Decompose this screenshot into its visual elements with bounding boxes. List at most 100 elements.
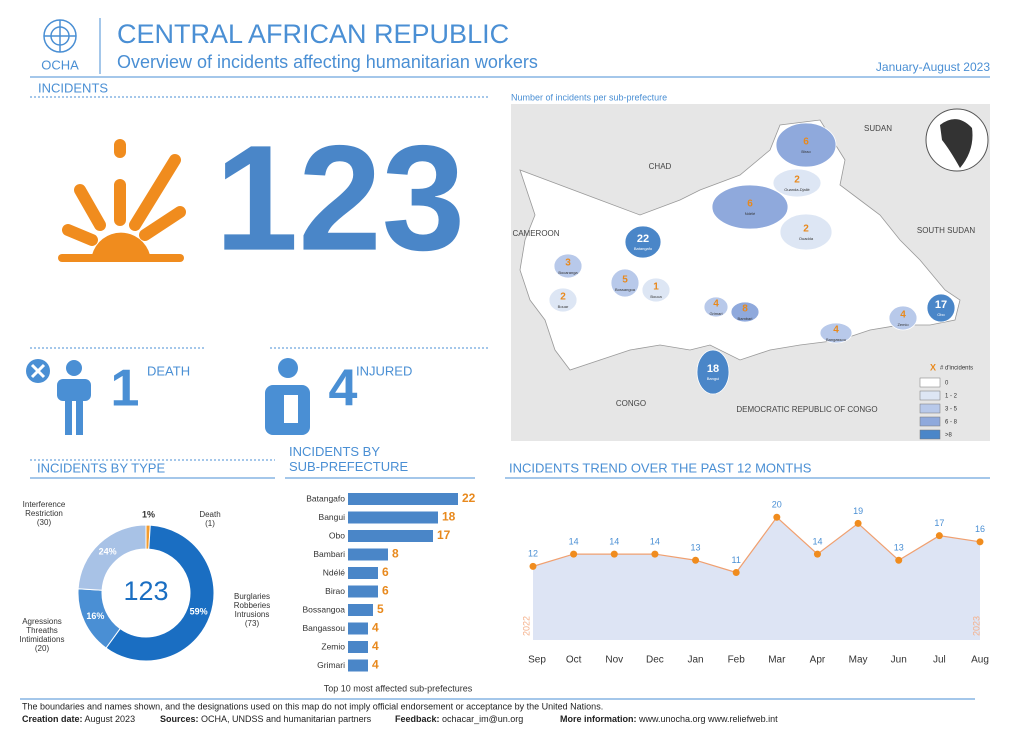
bar-category: Birao bbox=[325, 586, 345, 596]
legend-label: 1 - 2 bbox=[945, 394, 958, 400]
footer-info: Sources: OCHA, UNDSS and humanitarian pa… bbox=[160, 714, 372, 724]
bar-value: 22 bbox=[462, 491, 476, 505]
trend-point bbox=[935, 532, 943, 540]
trend-area bbox=[533, 517, 980, 640]
bar-value: 4 bbox=[372, 639, 379, 653]
trend-point bbox=[854, 519, 862, 527]
sub-prefecture-area bbox=[775, 122, 837, 168]
trend-point bbox=[570, 550, 578, 558]
sub-prefecture-area bbox=[711, 184, 789, 230]
chart-title: INCIDENTS BY TYPE bbox=[37, 460, 165, 475]
bar bbox=[348, 604, 373, 616]
sub-prefecture-value: 6 bbox=[803, 137, 809, 148]
sub-prefecture-area bbox=[703, 296, 729, 318]
point-label: 17 bbox=[934, 518, 944, 528]
sub-prefecture-value: 17 bbox=[935, 299, 947, 311]
legend-label: 6 - 8 bbox=[945, 420, 958, 426]
injured-label: INJURED bbox=[356, 363, 412, 378]
bar bbox=[348, 622, 368, 635]
slice-label: 59% bbox=[190, 606, 208, 616]
category-count: (30) bbox=[36, 518, 52, 527]
footer-value: www.unocha.org www.reliefweb.int bbox=[638, 714, 778, 724]
donut-slice bbox=[77, 524, 147, 591]
category-count: (1) bbox=[205, 519, 215, 528]
section-heading: INCIDENTS bbox=[38, 80, 108, 95]
year-label: 2022 bbox=[521, 616, 531, 636]
category-label: Agressions Threaths Intimidations bbox=[19, 617, 65, 644]
sub-prefecture-value: 22 bbox=[637, 233, 649, 245]
trend-point bbox=[651, 550, 659, 558]
trend-point bbox=[610, 550, 618, 558]
bar-category: Bambari bbox=[313, 549, 345, 559]
donut-center: 123 bbox=[123, 576, 168, 606]
trend-point bbox=[773, 513, 781, 521]
trend-line bbox=[532, 516, 981, 574]
total-incidents: 123 bbox=[215, 114, 465, 282]
sub-prefecture-value: 18 bbox=[707, 363, 719, 375]
category-label-box: Agressions Threaths Intimidations(20) bbox=[19, 617, 65, 653]
sub-prefecture-area bbox=[553, 253, 583, 279]
legend-swatch bbox=[919, 377, 941, 388]
point-label: 19 bbox=[853, 506, 863, 516]
slice-label: 1% bbox=[142, 509, 155, 519]
country-label: CHAD bbox=[649, 162, 672, 171]
chart-caption: Top 10 most affected sub-prefectures bbox=[324, 683, 473, 693]
sub-prefecture-value: 4 bbox=[833, 325, 839, 336]
sub-prefecture-area bbox=[696, 349, 730, 395]
point-label: 20 bbox=[772, 500, 782, 510]
bar-value: 6 bbox=[382, 565, 389, 579]
title: CENTRAL AFRICAN REPUBLIC bbox=[117, 19, 509, 49]
bar bbox=[348, 530, 433, 542]
donut-slice bbox=[105, 524, 215, 662]
sub-prefecture-value: 2 bbox=[560, 292, 566, 303]
globe-land bbox=[940, 119, 973, 168]
sub-prefecture-name: Birao bbox=[801, 149, 811, 154]
country-label: SUDAN bbox=[864, 124, 892, 133]
period: January-August 2023 bbox=[876, 60, 990, 74]
bar-value: 18 bbox=[442, 510, 456, 524]
legend-swatch bbox=[919, 416, 941, 427]
sub-prefecture-name: Ouadda bbox=[799, 236, 814, 241]
bar-category: Bossangoa bbox=[302, 604, 345, 614]
x-tick-label: May bbox=[849, 655, 868, 666]
bar-category: Obo bbox=[329, 530, 345, 540]
slice-label: 16% bbox=[86, 611, 104, 621]
x-tick-label: Feb bbox=[728, 655, 746, 666]
sub-prefecture-area bbox=[772, 168, 822, 198]
bar bbox=[348, 641, 368, 653]
sub-prefecture-area bbox=[779, 213, 833, 251]
sub-prefecture-area bbox=[548, 287, 578, 313]
bar-category: Grimari bbox=[317, 660, 345, 670]
footer-label: More information: bbox=[560, 714, 637, 724]
category-label: Interference Restriction bbox=[22, 500, 66, 518]
sub-prefecture-value: 5 bbox=[622, 275, 628, 286]
bar bbox=[348, 493, 458, 505]
bar-category: Bangui bbox=[319, 512, 346, 522]
footer-label: Creation date: bbox=[22, 714, 83, 724]
sub-prefecture-name: Bouca bbox=[650, 294, 662, 299]
x-tick-label: Jan bbox=[687, 655, 703, 666]
sub-prefecture-area bbox=[819, 322, 853, 344]
footer-value: ochacar_im@un.org bbox=[442, 714, 523, 724]
point-label: 16 bbox=[975, 524, 985, 534]
sub-prefecture-area bbox=[926, 293, 956, 323]
sub-prefecture-name: Batangafo bbox=[634, 246, 653, 251]
category-count: (73) bbox=[244, 619, 260, 628]
logo-text: OCHA bbox=[41, 57, 79, 72]
bar-value: 8 bbox=[392, 547, 399, 561]
footer-value: OCHA, UNDSS and humanitarian partners bbox=[201, 714, 372, 724]
injured: 4 bbox=[329, 360, 358, 418]
bar-value: 5 bbox=[377, 602, 384, 616]
legend-marker: X bbox=[930, 362, 936, 372]
point-label: 13 bbox=[894, 543, 904, 553]
legend-label: >8 bbox=[945, 433, 953, 439]
deaths: 1 bbox=[111, 360, 140, 418]
trend-point bbox=[976, 538, 984, 546]
x-tick-label: Jun bbox=[891, 655, 907, 666]
footer-value: August 2023 bbox=[85, 714, 136, 724]
x-tick-label: Dec bbox=[646, 655, 664, 666]
point-label: 14 bbox=[650, 536, 660, 546]
sub-prefecture-value: 4 bbox=[713, 299, 719, 310]
legend-swatch bbox=[919, 429, 941, 440]
